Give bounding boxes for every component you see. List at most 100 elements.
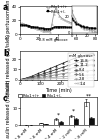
2.8 (32, 78, 33, 80)
8.4 (44, 74, 45, 76)
2.8 (19, 79, 21, 80)
5.6 (62, 73, 63, 75)
16.8 (74, 57, 75, 59)
11.2 (74, 62, 75, 64)
Bar (39, 123, 43, 125)
5.6 (68, 72, 69, 74)
8.4 (50, 73, 51, 74)
16.8 (50, 68, 51, 69)
11.2 (62, 67, 63, 68)
11.2 (92, 59, 94, 61)
X-axis label: Time (min): Time (min) (45, 88, 72, 93)
Legend: Pdx1+/+, Pdx1+/-: Pdx1+/+, Pdx1+/- (46, 5, 69, 14)
Text: c: c (3, 94, 8, 103)
2.8 (80, 75, 81, 76)
11.2 (44, 73, 45, 74)
11.2 (86, 60, 88, 62)
1.4 (38, 78, 39, 80)
11.2 (32, 76, 33, 78)
2.8 (38, 78, 39, 80)
1.4 (19, 79, 21, 80)
8.4 (19, 79, 21, 80)
Line: 11.2: 11.2 (19, 59, 94, 80)
1.4 (44, 78, 45, 80)
Bar (69, 116, 74, 125)
8.4 (92, 64, 94, 66)
Line: 8.4: 8.4 (19, 64, 94, 80)
5.6 (92, 70, 94, 71)
Legend: Pdx1+/+, Pdx1+/-: Pdx1+/+, Pdx1+/- (18, 93, 62, 98)
1.4 (56, 78, 57, 80)
11.2 (50, 71, 51, 72)
2.8 (74, 75, 75, 77)
5.6 (26, 78, 27, 80)
8.4 (38, 76, 39, 77)
8.4 (74, 67, 75, 68)
11.2 (26, 78, 27, 79)
2.8 (56, 76, 57, 78)
1.4 (62, 78, 63, 79)
16.8 (19, 79, 21, 80)
2.8 (50, 77, 51, 78)
Line: 16.8: 16.8 (19, 53, 94, 80)
16.8 (26, 77, 27, 79)
16.8 (92, 53, 94, 54)
5.6 (50, 75, 51, 77)
1.4 (50, 78, 51, 80)
5.6 (56, 74, 57, 75)
Line: 5.6: 5.6 (19, 70, 94, 80)
1.4 (92, 77, 94, 79)
16.8 (38, 73, 39, 74)
1.4 (74, 77, 75, 79)
5.6 (74, 71, 75, 73)
16.8 (44, 70, 45, 72)
Bar (54, 119, 58, 125)
2.8 (62, 76, 63, 77)
5.6 (32, 78, 33, 79)
16.8 (32, 75, 33, 77)
11.2 (38, 75, 39, 76)
Legend: 16.8, 11.2, 8.4, 5.6, 2.8, 1.4: 16.8, 11.2, 8.4, 5.6, 2.8, 1.4 (68, 53, 94, 87)
2.8 (26, 79, 27, 80)
8.4 (32, 77, 33, 79)
8.4 (86, 64, 88, 66)
11.2 (80, 61, 81, 63)
16.8 (56, 65, 57, 67)
Bar (89, 118, 94, 125)
Bar (58, 122, 63, 125)
Y-axis label: Insulin released (ng/islet): Insulin released (ng/islet) (6, 34, 11, 96)
Text: b: b (3, 49, 9, 58)
Line: 2.8: 2.8 (19, 74, 94, 80)
Text: *: * (72, 109, 75, 114)
5.6 (44, 76, 45, 78)
Y-axis label: % pertusomatin: % pertusomatin (6, 0, 11, 39)
1.4 (26, 79, 27, 80)
2.8 (68, 75, 69, 77)
11.2 (56, 69, 57, 70)
8.4 (26, 78, 27, 80)
16.8 (80, 55, 81, 57)
16.8 (62, 62, 63, 64)
2.8 (44, 77, 45, 79)
8.4 (80, 65, 81, 67)
Text: 2.8 mM glucose: 2.8 mM glucose (40, 38, 68, 42)
Y-axis label: Insulin released (nU/islet): Insulin released (nU/islet) (6, 80, 11, 139)
Bar (43, 124, 48, 125)
Line: 1.4: 1.4 (19, 77, 94, 80)
Bar (84, 102, 89, 125)
Text: *: * (57, 113, 60, 118)
5.6 (86, 70, 88, 72)
Text: **: ** (86, 94, 92, 98)
8.4 (68, 68, 69, 70)
16.8 (68, 60, 69, 62)
16.8 (86, 54, 88, 55)
1.4 (68, 77, 69, 79)
Bar (74, 119, 78, 125)
2.8 (92, 74, 94, 76)
1.4 (80, 77, 81, 79)
5.6 (80, 71, 81, 72)
8.4 (56, 71, 57, 73)
2.8 (86, 74, 88, 76)
1.4 (32, 79, 33, 80)
11.2 (68, 64, 69, 66)
